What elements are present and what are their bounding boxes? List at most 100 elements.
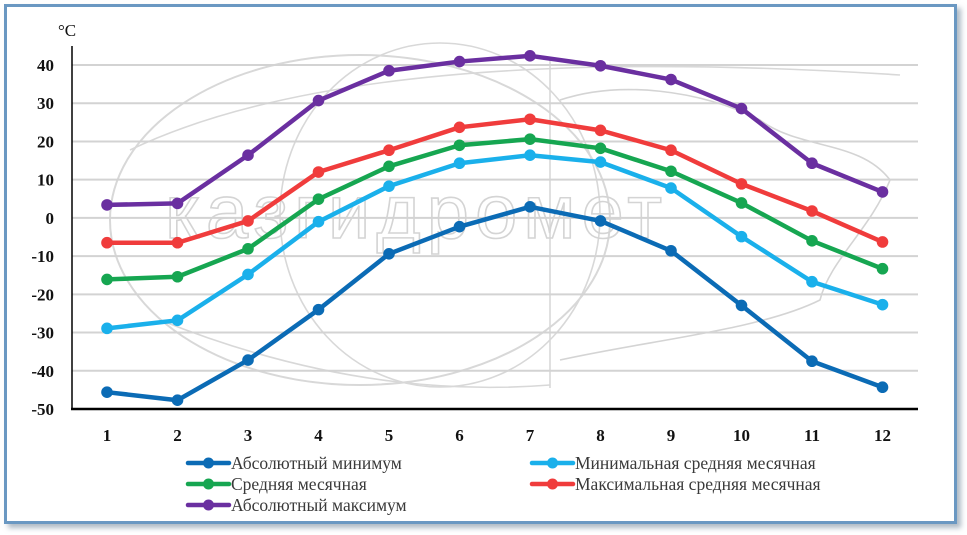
- data-point: [242, 354, 254, 366]
- data-point: [735, 178, 748, 190]
- data-point: [876, 186, 889, 198]
- legend-item: Абсолютный максимум: [185, 495, 407, 515]
- data-point: [171, 270, 184, 283]
- series-4: [101, 113, 889, 249]
- data-point: [101, 199, 113, 211]
- y-axis-unit-label: °C: [58, 21, 76, 40]
- y-tick-label: 20: [37, 132, 54, 151]
- data-point: [876, 236, 889, 248]
- data-point: [101, 386, 113, 398]
- legend-item: Минимальная средняя месячная: [529, 453, 816, 473]
- data-point: [665, 165, 677, 178]
- data-point: [735, 230, 748, 243]
- x-tick-label: 12: [874, 426, 891, 445]
- y-tick-label: -20: [31, 285, 54, 304]
- data-point: [312, 215, 325, 228]
- data-point: [594, 124, 607, 137]
- y-tick-labels: 40 30 20 10 0 -10 -20 -30 -40 -50: [31, 56, 54, 419]
- data-point: [312, 303, 325, 316]
- legend-marker-icon: [203, 478, 214, 490]
- series-lines: [101, 50, 889, 407]
- y-tick-label: -10: [31, 247, 54, 266]
- x-tick-label: 10: [733, 426, 750, 445]
- series-line: [104, 53, 885, 208]
- data-point: [524, 133, 536, 145]
- series-3: [101, 133, 889, 286]
- legend-item: Максимальная средняя месячная: [529, 474, 821, 494]
- data-point: [876, 298, 889, 311]
- data-point: [312, 94, 325, 107]
- data-point: [665, 244, 677, 257]
- legend-marker-icon: [547, 478, 558, 490]
- series-2: [101, 149, 889, 335]
- data-point: [876, 381, 889, 394]
- x-tick-label: 8: [596, 426, 605, 445]
- y-tick-label: -30: [31, 324, 54, 343]
- legend-label: Абсолютный максимум: [231, 495, 407, 515]
- y-tick-label: 10: [37, 171, 54, 190]
- data-point: [383, 64, 395, 77]
- legend-marker-icon: [203, 499, 214, 511]
- data-point: [171, 314, 184, 327]
- series-line: [104, 136, 885, 282]
- series-line: [104, 152, 885, 331]
- data-point: [524, 113, 536, 126]
- x-tick-label: 5: [385, 426, 394, 445]
- data-point: [383, 180, 395, 192]
- data-point: [242, 268, 254, 281]
- data-point: [101, 322, 113, 335]
- legend-label: Максимальная средняя месячная: [575, 474, 821, 494]
- data-point: [242, 149, 254, 162]
- series-1: [101, 201, 889, 407]
- watermark-globe-arc: [129, 65, 901, 151]
- watermark-globe-meridian: [279, 42, 601, 388]
- y-tick-label: -40: [31, 362, 54, 381]
- y-tick-label: 40: [37, 56, 54, 75]
- watermark-globe-arc-lower: [159, 319, 551, 389]
- x-tick-labels: 1 2 3 4 5 6 7 8 9 10 11 12: [103, 426, 891, 445]
- data-point: [806, 205, 818, 217]
- data-point: [242, 215, 254, 227]
- data-point: [806, 275, 818, 288]
- legend-marker-icon: [547, 457, 558, 469]
- x-tick-label: 7: [526, 426, 535, 445]
- axes: [71, 46, 918, 411]
- data-point: [453, 121, 466, 134]
- data-point: [524, 149, 536, 162]
- x-tick-label: 2: [173, 426, 182, 445]
- data-point: [453, 139, 466, 152]
- data-point: [453, 55, 466, 68]
- data-point: [524, 201, 536, 213]
- x-tick-label: 6: [455, 426, 464, 445]
- legend-marker-icon: [203, 457, 214, 469]
- data-point: [594, 156, 607, 168]
- x-tick-label: 4: [314, 426, 323, 445]
- data-point: [806, 355, 818, 368]
- series-5: [101, 50, 889, 211]
- data-point: [101, 273, 113, 286]
- watermark-logo: казгидромет: [109, 42, 901, 389]
- data-point: [806, 235, 818, 247]
- watermark-globe-outline: [109, 54, 611, 386]
- data-point: [453, 220, 466, 233]
- data-point: [594, 59, 607, 72]
- data-point: [171, 236, 184, 249]
- data-point: [594, 215, 607, 227]
- legend-item: Средняя месячная: [185, 474, 367, 494]
- data-point: [594, 142, 607, 155]
- data-point: [735, 197, 748, 209]
- data-point: [383, 248, 395, 260]
- legend-label: Абсолютный минимум: [231, 453, 402, 473]
- series-line: [104, 117, 885, 245]
- chart-frame: [4, 4, 957, 524]
- data-point: [665, 144, 677, 157]
- data-point: [876, 262, 889, 275]
- x-tick-label: 3: [244, 426, 253, 445]
- data-point: [665, 73, 677, 86]
- data-point: [806, 157, 818, 170]
- watermark-text: казгидромет: [165, 170, 668, 255]
- data-point: [383, 144, 395, 157]
- legend-label: Минимальная средняя месячная: [575, 453, 816, 473]
- data-point: [735, 102, 748, 115]
- data-point: [383, 160, 395, 173]
